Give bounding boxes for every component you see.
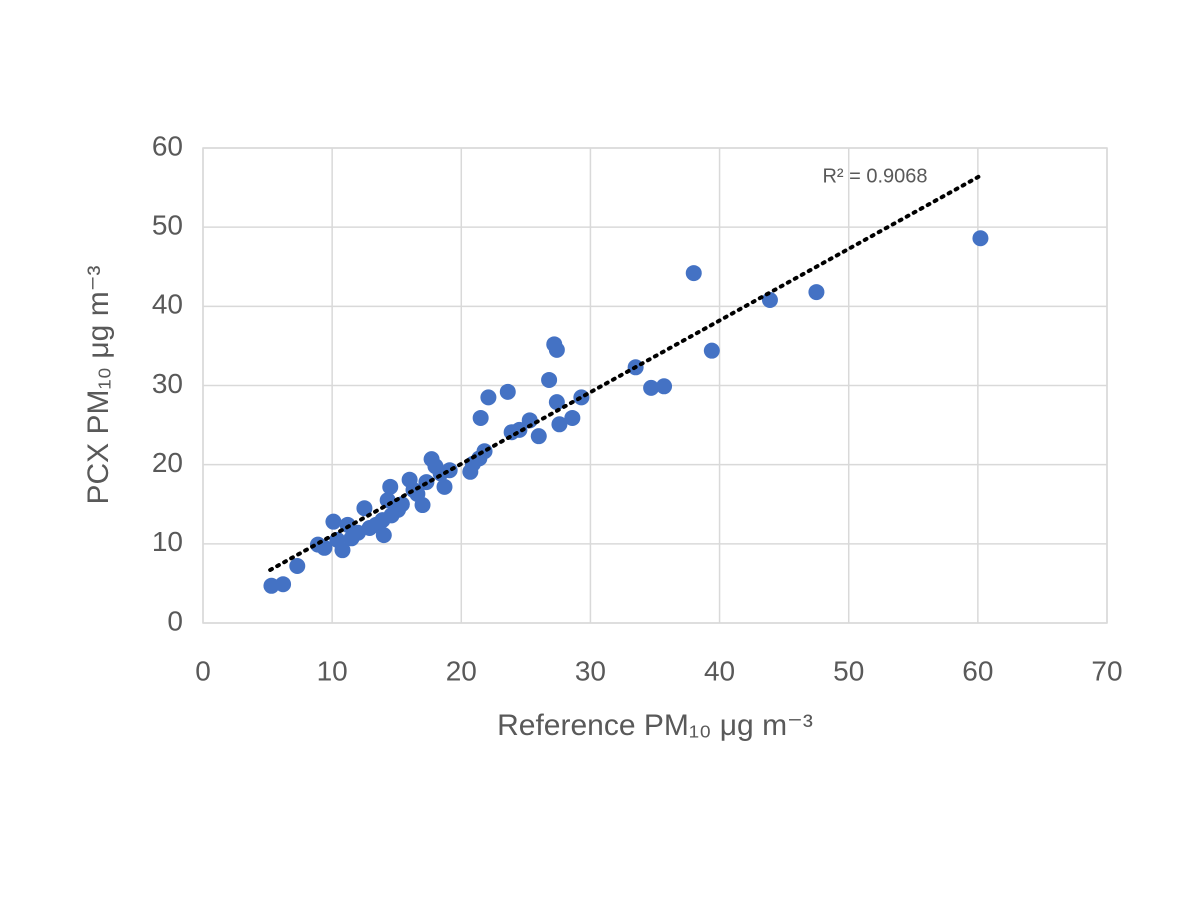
- point: [382, 478, 399, 495]
- y-tick-label: 0: [167, 605, 183, 636]
- y-tick-label: 40: [152, 289, 183, 320]
- x-tick-label: 70: [1091, 655, 1122, 686]
- x-tick-label: 10: [317, 655, 348, 686]
- point: [656, 378, 673, 395]
- x-tick-label: 60: [962, 655, 993, 686]
- point: [564, 409, 581, 426]
- point: [334, 542, 351, 559]
- point: [548, 394, 565, 411]
- point: [703, 342, 720, 359]
- point: [972, 230, 989, 247]
- point: [375, 527, 392, 544]
- y-tick-label: 20: [152, 447, 183, 478]
- y-tick-label: 30: [152, 368, 183, 399]
- x-tick-label: 20: [446, 655, 477, 686]
- point: [472, 409, 489, 426]
- x-tick-label: 0: [195, 655, 211, 686]
- x-tick-label: 50: [833, 655, 864, 686]
- point: [808, 284, 825, 301]
- point: [541, 371, 558, 388]
- point: [476, 443, 493, 460]
- y-axis-title: PCX PM₁₀ μg m⁻³: [82, 265, 115, 504]
- point: [325, 513, 342, 530]
- point: [414, 497, 431, 514]
- trendline: [268, 173, 983, 572]
- point: [480, 389, 497, 406]
- point: [521, 412, 538, 429]
- x-tick-label: 30: [575, 655, 606, 686]
- y-tick-label: 10: [152, 526, 183, 557]
- point: [356, 500, 373, 517]
- point: [530, 428, 547, 445]
- point: [551, 416, 568, 433]
- y-tick-label: 60: [152, 130, 183, 161]
- y-tick-label: 50: [152, 210, 183, 241]
- point: [685, 265, 702, 282]
- point: [436, 478, 453, 495]
- point: [548, 341, 565, 358]
- point: [441, 462, 458, 479]
- point: [499, 383, 516, 400]
- x-tick-label: 40: [704, 655, 735, 686]
- r-squared-annotation: R² = 0.9068: [822, 165, 927, 187]
- point: [275, 576, 292, 593]
- point: [643, 379, 660, 396]
- point: [289, 558, 306, 574]
- x-axis-title: Reference PM₁₀ μg m⁻³: [497, 709, 813, 742]
